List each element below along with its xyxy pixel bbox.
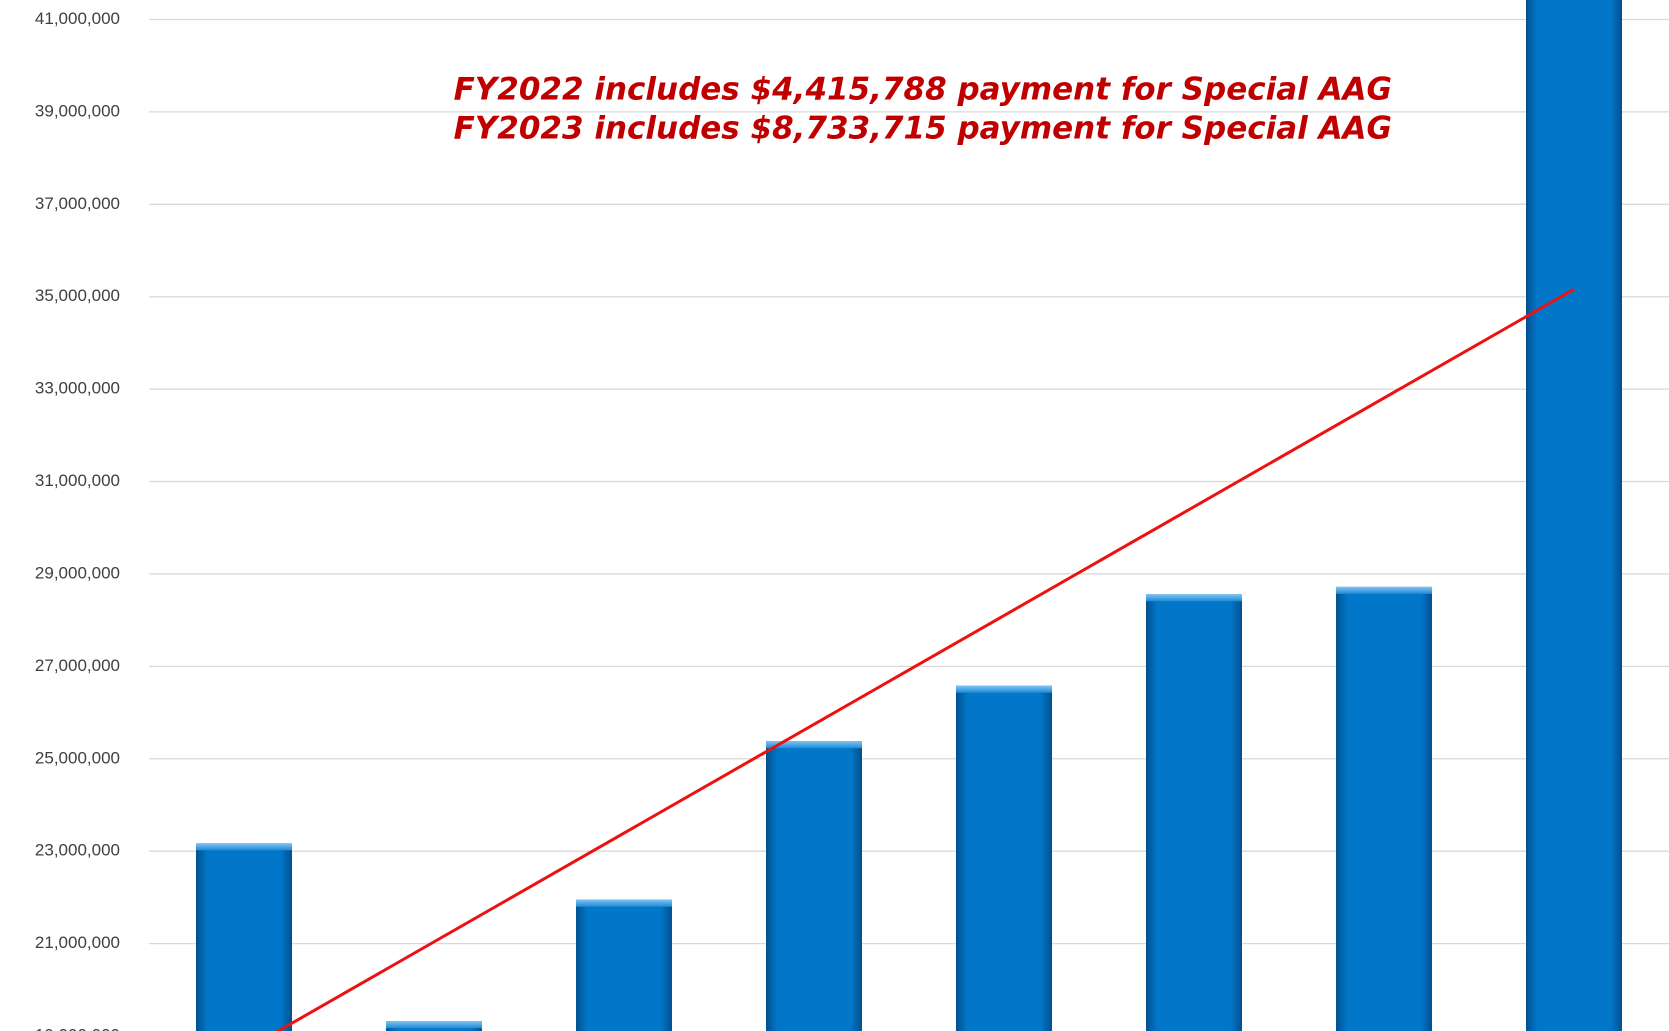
bar-cap [956,685,1052,693]
y-tick-label: 21,000,000 [35,933,120,952]
bar-cap [766,741,862,749]
y-tick-label: 41,000,000 [35,9,120,28]
bar-cap [196,843,292,851]
y-tick-label: 23,000,000 [35,841,120,860]
bar [576,899,672,1031]
trend-line [275,287,1575,1031]
bar [1146,594,1242,1031]
bar [1336,586,1432,1031]
annotation: FY2022 includes $4,415,788 payment for S… [454,72,1392,108]
y-tick-label: 25,000,000 [35,748,120,767]
annotation: FY2023 includes $8,733,715 payment for S… [454,111,1392,147]
bar [766,741,862,1031]
bar [1526,0,1622,1031]
y-tick-label: 37,000,000 [35,194,120,213]
y-tick-label: 19,000,000 [35,1025,120,1031]
bar [956,685,1052,1031]
bar-cap [1146,594,1242,602]
bar-cap [576,899,672,907]
y-tick-label: 29,000,000 [35,563,120,582]
bars [196,0,1622,1031]
bar-cap [1336,586,1432,594]
y-tick-label: 33,000,000 [35,379,120,398]
bar-cap [386,1021,482,1029]
bar [196,843,292,1031]
y-tick-label: 35,000,000 [35,286,120,305]
y-tick-label: 27,000,000 [35,656,120,675]
overlay: FY2022 includes $4,415,788 payment for S… [275,72,1575,1031]
grid: 19,000,000 21,000,000 23,000,000 25,000,000… [35,9,1669,1031]
y-tick-label: 31,000,000 [35,471,120,490]
y-tick-label: 39,000,000 [35,101,120,120]
